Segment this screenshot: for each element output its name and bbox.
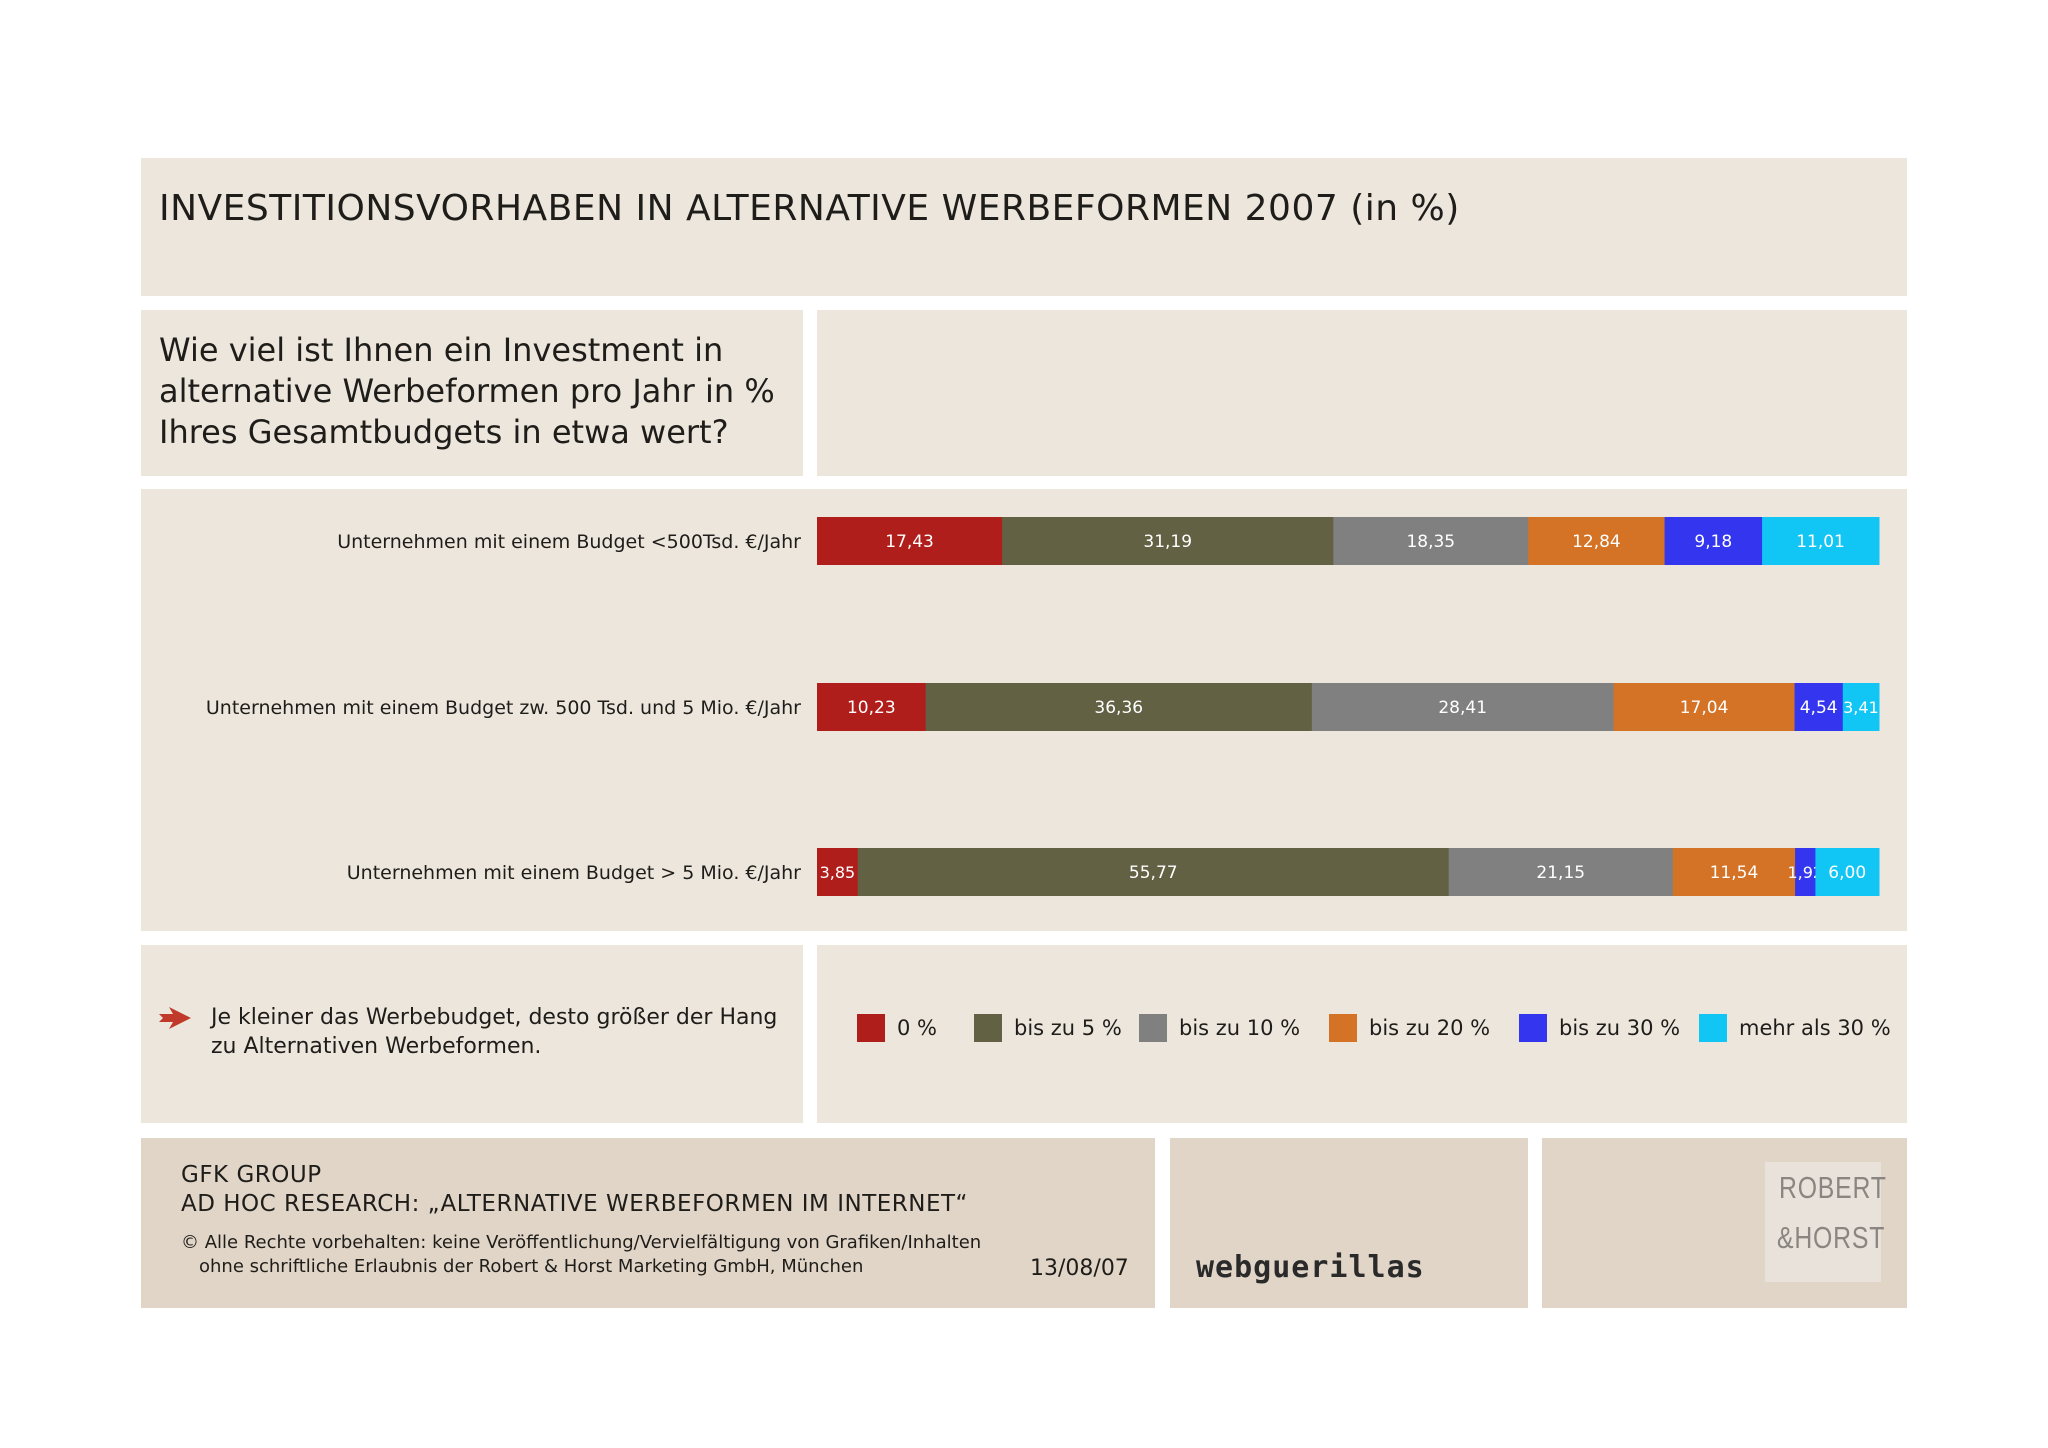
data-label: 12,84 xyxy=(1572,532,1621,552)
legend-swatch xyxy=(857,1014,885,1042)
bar-segment xyxy=(1815,848,1880,896)
question-text: Wie viel ist Ihnen ein Investment in alt… xyxy=(159,331,775,451)
legend-swatch xyxy=(1139,1014,1167,1042)
bar-segment xyxy=(817,517,1003,565)
data-label: 10,23 xyxy=(847,698,896,718)
footer-copyright-line2: ohne schriftliche Erlaubnis der Robert &… xyxy=(199,1256,864,1277)
legend-label: mehr als 30 % xyxy=(1739,1016,1891,1040)
data-label: 3,41 xyxy=(1843,698,1879,717)
footer-copyright: © Alle Rechte vorbehalten: keine Veröffe… xyxy=(181,1231,981,1279)
legend-item: 0 % xyxy=(857,1013,937,1043)
page-title: INVESTITIONSVORHABEN IN ALTERNATIVE WERB… xyxy=(159,188,1460,229)
legend-label: bis zu 5 % xyxy=(1014,1016,1122,1040)
title-panel: INVESTITIONSVORHABEN IN ALTERNATIVE WERB… xyxy=(141,158,1907,296)
bar-segment xyxy=(817,683,927,731)
header-spacer-panel xyxy=(817,310,1907,476)
data-label: 1,92 xyxy=(1787,863,1823,882)
legend-item: bis zu 20 % xyxy=(1329,1013,1490,1043)
legend-label: bis zu 20 % xyxy=(1369,1016,1491,1040)
data-label: 18,35 xyxy=(1406,532,1455,552)
bar-segment xyxy=(1528,517,1666,565)
note-text: Je kleiner das Werbebudget, desto größer… xyxy=(211,1005,778,1059)
stacked-bar-chart: Unternehmen mit einem Budget <500Tsd. €/… xyxy=(206,517,1880,896)
footer-logo-panel: ROBERT &HORST xyxy=(1542,1138,1907,1308)
data-label: 11,54 xyxy=(1710,863,1759,883)
category-label: Unternehmen mit einem Budget <500Tsd. €/… xyxy=(337,531,801,553)
legend-swatch xyxy=(1699,1014,1727,1042)
legend-label: bis zu 30 % xyxy=(1559,1016,1681,1040)
footer-brand-panel: webguerillas xyxy=(1170,1138,1528,1308)
data-label: 17,04 xyxy=(1680,698,1729,718)
data-label: 3,85 xyxy=(820,863,856,882)
legend-swatch xyxy=(1519,1014,1547,1042)
legend-item: bis zu 30 % xyxy=(1519,1013,1680,1043)
logo-line1: ROBERT xyxy=(1779,1170,1887,1205)
bar-segment xyxy=(1762,517,1880,565)
webguerillas-logo: webguerillas xyxy=(1196,1250,1425,1285)
bar-segment xyxy=(817,848,859,896)
bar-segment xyxy=(857,848,1450,896)
bar-segment xyxy=(1842,683,1880,731)
bar-segment xyxy=(925,683,1313,731)
category-label: Unternehmen mit einem Budget zw. 500 Tsd… xyxy=(206,697,801,719)
logo-line2: &HORST xyxy=(1777,1220,1886,1255)
data-label: 31,19 xyxy=(1143,532,1192,552)
data-label: 21,15 xyxy=(1536,863,1585,883)
footer-research: AD HOC RESEARCH: „ALTERNATIVE WERBEFORME… xyxy=(181,1191,968,1217)
data-label: 36,36 xyxy=(1094,698,1143,718)
arrow-right-icon xyxy=(159,1007,191,1029)
note-panel: Je kleiner das Werbebudget, desto größer… xyxy=(141,945,803,1123)
data-label: 55,77 xyxy=(1129,863,1178,883)
legend-item: mehr als 30 % xyxy=(1699,1013,1891,1043)
bar-segment xyxy=(1795,848,1816,896)
question-panel: Wie viel ist Ihnen ein Investment in alt… xyxy=(141,310,803,476)
bar-segment xyxy=(1664,517,1763,565)
footer-company: GFK GROUP xyxy=(181,1162,322,1188)
bar-segment xyxy=(1448,848,1674,896)
bar-segment xyxy=(1672,848,1796,896)
data-label: 17,43 xyxy=(885,532,934,552)
data-label: 28,41 xyxy=(1438,698,1487,718)
legend-swatch xyxy=(974,1014,1002,1042)
footer-source-panel: GFK GROUP AD HOC RESEARCH: „ALTERNATIVE … xyxy=(141,1138,1155,1308)
legend-label: bis zu 10 % xyxy=(1179,1016,1301,1040)
legend-panel: 0 % bis zu 5 % bis zu 10 % bis zu 20 % bis z… xyxy=(817,945,1907,1123)
footer-copyright-line1: © Alle Rechte vorbehalten: keine Veröffe… xyxy=(181,1232,982,1253)
data-label: 11,01 xyxy=(1796,532,1845,552)
chart-panel: Unternehmen mit einem Budget <500Tsd. €/… xyxy=(141,489,1907,931)
data-label: 9,18 xyxy=(1694,532,1732,552)
footer-date: 13/08/07 xyxy=(1030,1256,1129,1281)
bar-segment xyxy=(1002,517,1334,565)
bar-segment xyxy=(1333,517,1529,565)
legend-label: 0 % xyxy=(897,1016,937,1040)
category-label: Unternehmen mit einem Budget > 5 Mio. €/… xyxy=(347,862,801,884)
bar-segment xyxy=(1613,683,1796,731)
robert-horst-logo: ROBERT &HORST xyxy=(1765,1162,1886,1282)
data-label: 4,54 xyxy=(1800,698,1838,718)
legend-item: bis zu 5 % xyxy=(974,1013,1122,1043)
bar-segment xyxy=(1794,683,1844,731)
data-label: 6,00 xyxy=(1828,863,1866,883)
legend-item: bis zu 10 % xyxy=(1139,1013,1300,1043)
legend-swatch xyxy=(1329,1014,1357,1042)
bar-segment xyxy=(1311,683,1615,731)
